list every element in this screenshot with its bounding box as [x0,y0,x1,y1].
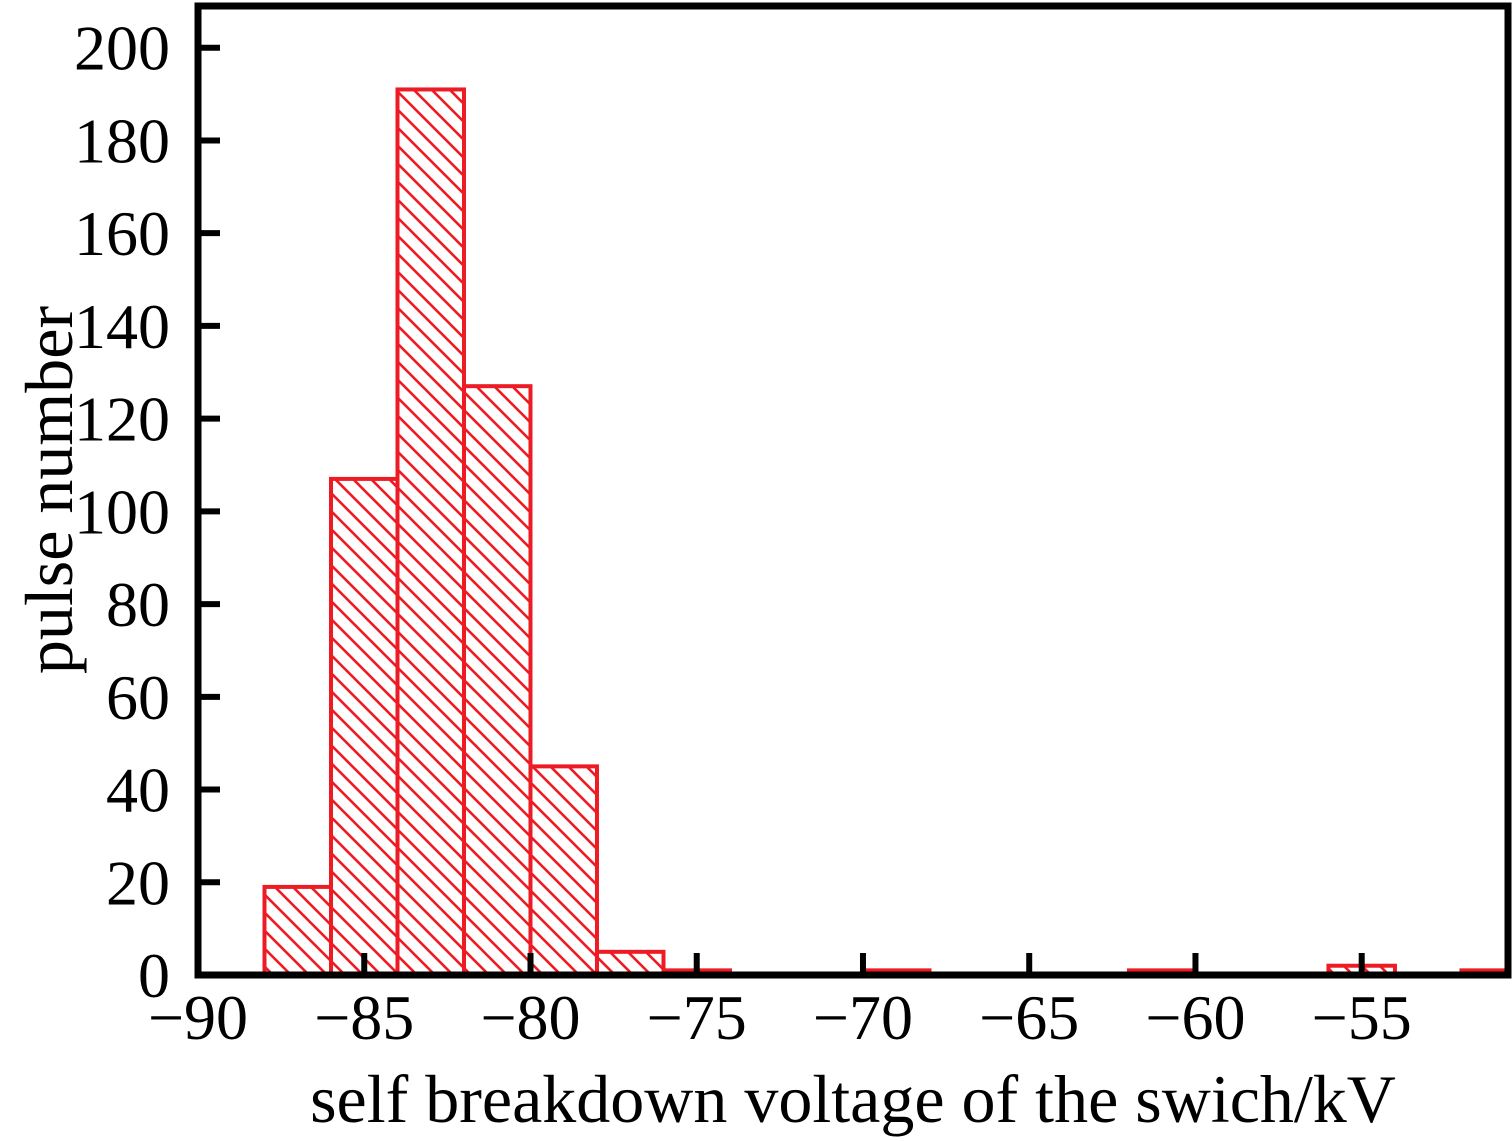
histogram-bar [395,87,466,978]
histogram-bar [528,764,599,978]
histogram-bar [328,476,400,977]
x-tick-label: −70 [813,982,913,1053]
y-tick-label: 20 [106,847,170,918]
x-tick-label: −60 [1145,982,1245,1053]
y-tick-label: 200 [74,13,170,84]
y-tick-label: 40 [106,755,170,826]
y-tick-label: 160 [74,198,170,269]
x-tick-label: −55 [1312,982,1412,1053]
y-tick-label: 80 [106,569,170,640]
y-tick-label: 180 [74,105,170,176]
x-axis-title: self breakdown voltage of the swich/kV [310,1061,1396,1137]
axis-ticks [195,44,1365,978]
y-tick-label: 100 [74,476,170,547]
histogram-bar [461,384,533,977]
x-tick-label: −75 [647,982,747,1053]
x-tick-label: −90 [148,982,248,1053]
plot-border [194,2,1512,979]
x-tick-label: −85 [314,982,414,1053]
y-tick-label: 0 [138,940,170,1011]
y-axis-title: pulse number [11,306,87,675]
histogram-bar [262,884,333,978]
y-tick-label: 120 [74,384,170,455]
y-tick-label: 60 [106,662,170,733]
x-tick-label: −80 [480,982,580,1053]
y-tick-label: 140 [74,291,170,362]
bars-layer [262,87,1511,978]
x-tick-label: −65 [979,982,1079,1053]
y-tick-labels: 0 20 40 60 80 100 120 140 160 180 200 [74,13,170,1011]
x-tick-labels: −90 −85 −80 −75 −70 −65 −60 −55 [148,982,1412,1053]
